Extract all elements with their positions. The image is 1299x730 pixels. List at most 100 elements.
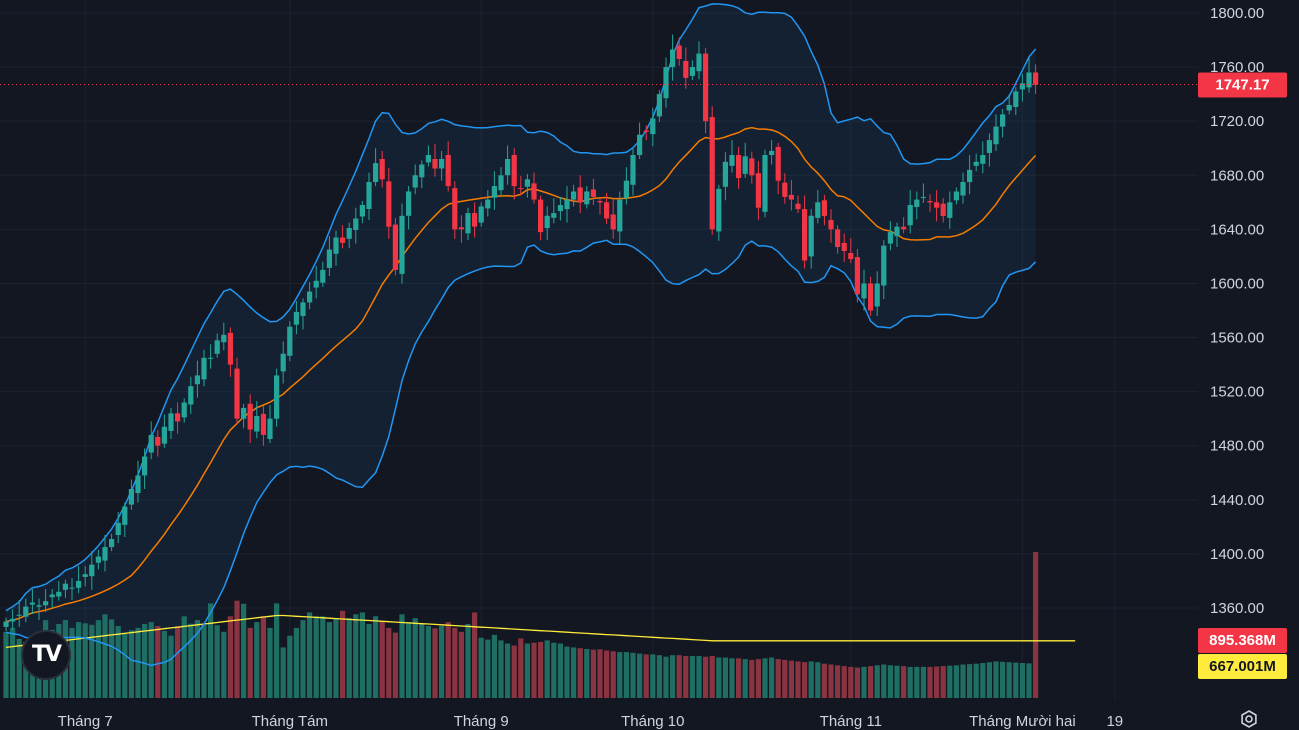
candle (43, 589, 49, 613)
candle-body (10, 618, 16, 622)
candle (729, 140, 735, 173)
candle (23, 598, 29, 623)
candle (993, 114, 999, 151)
candle-body (881, 245, 887, 286)
candle (287, 321, 293, 362)
volume-bar (168, 635, 174, 698)
candle-body (175, 413, 181, 422)
volume-bar (518, 638, 524, 698)
candle (208, 344, 214, 369)
volume-bar (10, 627, 16, 698)
volume-bar (188, 623, 194, 698)
candle (973, 153, 979, 172)
x-tick-label: Tháng 10 (621, 713, 684, 730)
price-axis: 1800.00 1760.00 1720.00 1680.00 1640.00 1600.… (1210, 5, 1264, 617)
candle-body (782, 182, 788, 197)
candle-body (775, 146, 781, 181)
volume-bar (1006, 662, 1012, 698)
candle-body (1033, 72, 1039, 85)
candle (505, 145, 511, 185)
settings-gear-icon[interactable] (1238, 708, 1260, 730)
candle (940, 198, 946, 223)
volume-bar (901, 666, 907, 698)
candle (868, 276, 874, 316)
candle-body (287, 326, 293, 356)
candle-body (815, 202, 821, 218)
candle-body (142, 456, 148, 476)
volume-bar (491, 634, 497, 698)
candle-body (986, 140, 992, 153)
candle (557, 196, 563, 221)
volume-bar (795, 661, 801, 698)
time-axis: Tháng 7 Tháng Tám Tháng 9 Tháng 10 Tháng 11 T… (58, 713, 1123, 730)
candle-body (62, 583, 68, 590)
candle (89, 551, 95, 590)
candle (511, 148, 517, 200)
candle-body (353, 218, 359, 230)
candle (142, 448, 148, 489)
candle-body (432, 159, 438, 169)
volume-bar (353, 614, 359, 698)
candle (656, 90, 662, 122)
volume-bar (458, 631, 464, 698)
candle-body (326, 249, 332, 268)
volume-bar (749, 659, 755, 698)
volume-bar (841, 666, 847, 698)
volume-bar (1033, 552, 1039, 698)
candle (373, 148, 379, 187)
volume-bar (564, 646, 570, 698)
candle-body (709, 117, 715, 230)
volume-bar (544, 640, 550, 698)
tradingview-logo[interactable]: TV (21, 630, 71, 680)
volume-bar (333, 618, 339, 698)
candle (359, 200, 365, 224)
candle (960, 172, 966, 204)
candle (689, 60, 695, 80)
volume-bar (729, 658, 735, 698)
candle (274, 368, 280, 427)
candle-body (201, 357, 207, 380)
candle-body (934, 202, 940, 208)
candle-body (472, 213, 478, 227)
candle (168, 407, 174, 439)
candle (663, 57, 669, 108)
volume-bar (881, 664, 887, 698)
volume-bar (234, 600, 240, 698)
candle-body (1000, 114, 1006, 127)
volume-bar (432, 628, 438, 698)
volume-bar (267, 627, 273, 698)
candle-body (927, 201, 933, 203)
candle (175, 402, 181, 434)
candle (623, 167, 629, 205)
volume-bar (340, 610, 346, 698)
candle (815, 190, 821, 224)
candle (3, 617, 9, 631)
volume-ma-line (5, 614, 1076, 649)
candle (683, 47, 689, 89)
candle (788, 180, 794, 211)
candle (709, 106, 715, 235)
candle-body (703, 53, 709, 122)
candle (742, 142, 748, 178)
volume-bar (802, 662, 808, 698)
candle-body (221, 334, 227, 343)
candle (300, 298, 306, 330)
candle (445, 141, 451, 192)
candle-body (16, 614, 22, 616)
candle-body (452, 188, 458, 230)
candle (307, 282, 313, 310)
candle (802, 195, 808, 269)
candle (346, 222, 352, 249)
last-price-tag: 1747.17 (1198, 72, 1287, 98)
candle-body (386, 181, 392, 227)
candle-body (841, 242, 847, 251)
candle-body (749, 158, 755, 176)
volume-bar (505, 643, 511, 698)
volume-bar (709, 656, 715, 698)
candle (590, 178, 596, 206)
candle-body (498, 175, 504, 191)
volume-bar (287, 635, 293, 698)
candle (36, 598, 42, 621)
candle (326, 236, 332, 277)
